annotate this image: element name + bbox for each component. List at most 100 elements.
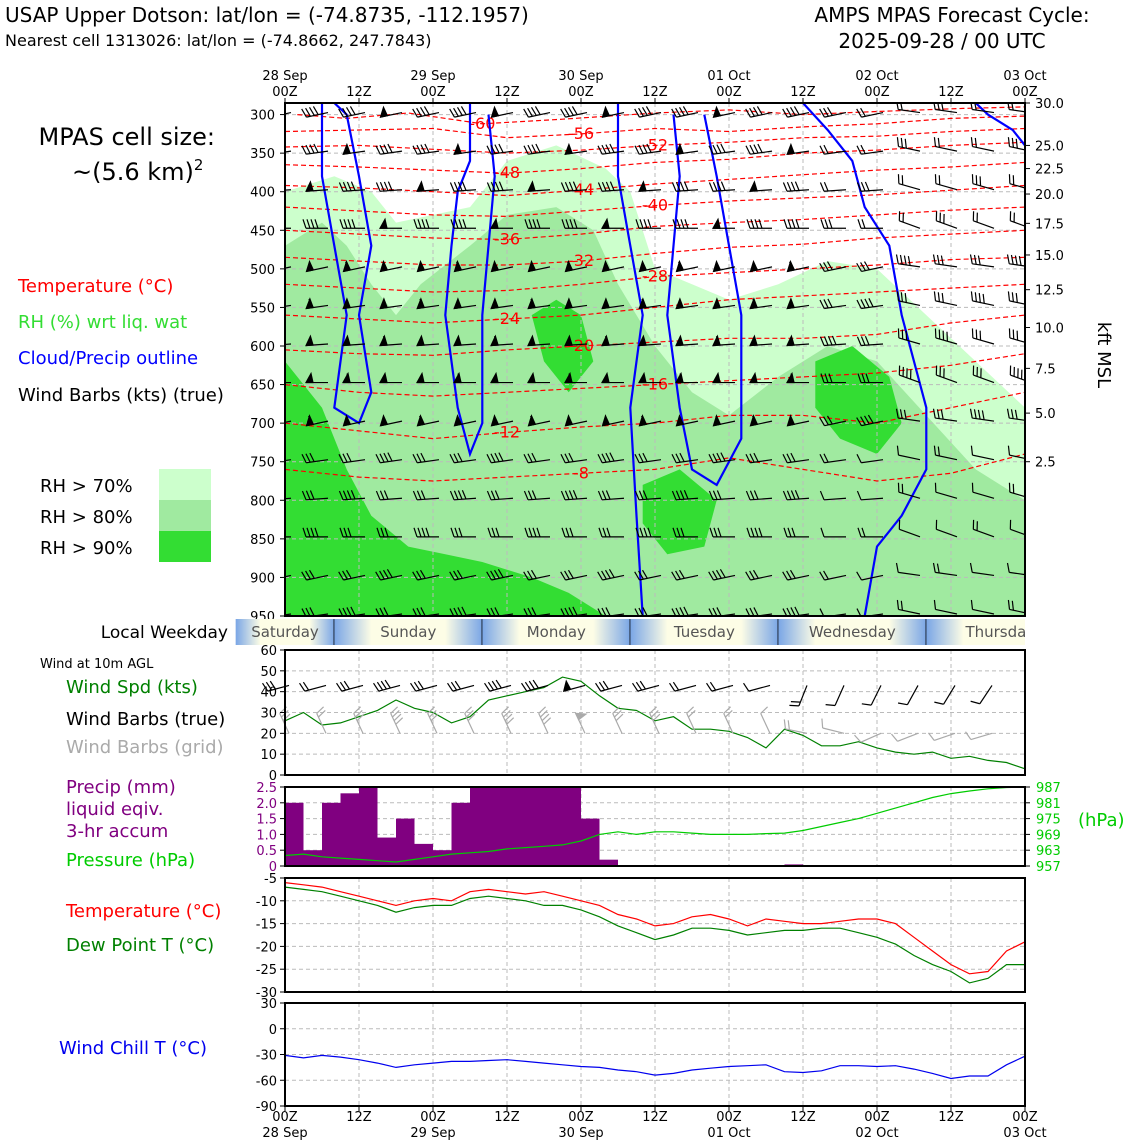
wind-barb-feather: [789, 569, 796, 579]
wind-barb: [302, 527, 328, 538]
wind-barb-feather: [749, 490, 755, 500]
y-tick-label: -25: [256, 963, 277, 978]
bottom-hour-label: 00Z: [864, 1110, 890, 1125]
wind-barb-feather: [946, 331, 948, 342]
weekday-name: Sunday: [380, 623, 436, 641]
wind-barb-feather: [787, 219, 792, 229]
wind-barb-staff: [748, 684, 771, 692]
wind-barb-feather: [786, 490, 792, 500]
wind-barb-feather: [712, 181, 718, 192]
wind-barb: [672, 527, 698, 538]
wind-barb-feather: [943, 213, 945, 224]
wind-barb: [895, 408, 921, 422]
precip-bar: [525, 787, 544, 866]
legend-rh90: RH > 90%: [40, 538, 133, 559]
wind-barb-feather: [1006, 408, 1010, 419]
wind-barb-feather: [601, 181, 607, 192]
wind-barb-feather: [560, 490, 566, 501]
weekday-name: Saturday: [251, 623, 319, 641]
wind-barb-feather: [980, 368, 982, 378]
wind-barb-feather: [1014, 409, 1018, 420]
wind-barb-pennant: [601, 297, 610, 310]
wind-barb-feather: [523, 490, 529, 501]
wind-barb-staff: [898, 108, 921, 114]
temperature-contour-label: -56: [568, 124, 594, 143]
wind-barb-staff: [935, 183, 958, 191]
wind-barb-pennant: [749, 334, 758, 347]
wind-barb-grid: [316, 706, 327, 734]
wind-barb-feather: [708, 490, 714, 501]
wind-barb: [560, 181, 588, 192]
wind-barb: [745, 106, 773, 118]
wind-barb-feather: [449, 571, 455, 581]
wind-barb-feather: [672, 681, 680, 691]
wind-barb-feather: [523, 454, 529, 464]
pressure-tick-label: 650: [250, 379, 275, 394]
y-tick-label: 60: [260, 644, 277, 659]
wind-barb-feather: [938, 175, 941, 185]
wind-barb-feather: [419, 298, 425, 308]
temperature-contour-label: -24: [494, 309, 520, 328]
wind-barb: [819, 298, 847, 310]
wind-barb: [934, 328, 958, 345]
wind-barb-feather: [943, 368, 945, 378]
wind-barb-feather: [567, 569, 574, 579]
wind-barb-feather: [749, 107, 755, 117]
top-hour-label: 00Z: [420, 85, 446, 100]
wind-barb-feather: [782, 571, 788, 581]
wind-barb-feather: [424, 143, 430, 153]
wind-barb: [969, 562, 995, 577]
wind-barb-feather: [864, 335, 870, 346]
wind-barb: [597, 490, 625, 501]
wind-barb-feather: [790, 373, 795, 383]
wind-barb-feather: [461, 606, 467, 616]
y-tick-label: 50: [260, 665, 277, 680]
wind-barb-pennant: [564, 414, 574, 427]
wind-barb-feather: [375, 490, 381, 501]
wind-barb-feather: [598, 527, 603, 538]
wind-barb-staff: [285, 304, 292, 310]
wind-barb-feather: [783, 527, 788, 538]
wind-barb-pennant: [748, 371, 758, 384]
wind-barb-staff: [935, 263, 958, 268]
wind-barb: [638, 180, 662, 192]
wind-barb: [933, 137, 958, 152]
wind-barb-grid: [649, 706, 661, 734]
y-tick-label: 1.0: [256, 828, 277, 843]
pressure-tick-label: 987: [1036, 781, 1061, 796]
wind-barb-feather: [342, 107, 348, 117]
wind-barb-feather: [1009, 211, 1012, 221]
wind-barb-feather: [460, 106, 467, 115]
wind-barb: [675, 334, 699, 347]
wind-barb-feather: [652, 713, 661, 722]
wind-barb-feather: [676, 527, 681, 538]
wind-barb-pennant: [749, 180, 758, 192]
wind-barb: [379, 259, 403, 273]
wind-barb-feather: [1010, 409, 1014, 419]
wind-barb-feather: [900, 292, 903, 302]
wind-barb-staff: [936, 528, 958, 538]
wind-barb-feather: [560, 454, 566, 464]
wind-barb-pennant: [711, 217, 721, 229]
pressure-tick-label: 400: [250, 186, 275, 201]
wind-barb-feather: [861, 219, 866, 229]
wind-barb-feather: [976, 366, 978, 377]
wind-barbs-grid-label: Wind Barbs (grid): [66, 737, 224, 758]
wind-barb-feather: [897, 174, 900, 184]
wind-barb-feather: [449, 182, 455, 192]
wind-barb: [675, 142, 699, 155]
wind-barb-feather: [454, 219, 459, 229]
wind-barb-pennant: [379, 105, 389, 118]
wind-barb-feather: [823, 453, 829, 463]
wind-barb: [1009, 519, 1025, 538]
wind-barb-feather: [605, 181, 611, 191]
wind-barb-feather: [601, 453, 607, 463]
wind-barb-feather: [1013, 366, 1015, 377]
rh-90-region: [285, 361, 606, 616]
wind-barb: [285, 150, 292, 155]
top-date-label: 30 Sep: [558, 69, 603, 84]
wind-barb-feather: [338, 108, 344, 118]
wind-barb-feather: [680, 527, 685, 538]
wind-barb-staff: [861, 574, 884, 581]
wind-barb-feather: [342, 181, 348, 192]
